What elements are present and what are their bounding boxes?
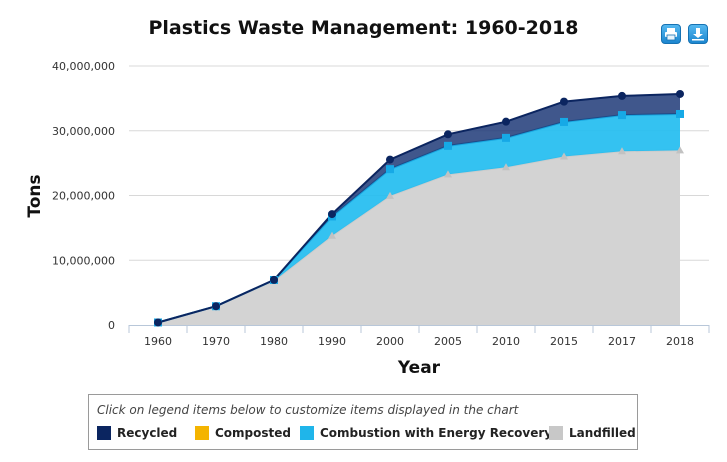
x-tick-label: 1970 [202, 335, 230, 348]
point-recycled[interactable] [676, 89, 684, 98]
y-tick-label: 10,000,000 [52, 254, 115, 267]
print-button[interactable] [661, 24, 681, 44]
legend-item-composted[interactable]: Composted [195, 426, 291, 440]
area-combustion-with-energy-recovery[interactable] [158, 113, 680, 323]
legend-swatch [300, 426, 314, 440]
download-button[interactable] [688, 24, 708, 44]
legend-label: Landfilled [569, 426, 636, 440]
axes: 0 10,000,000 20,000,000 30,000,000 40,000,00… [52, 60, 710, 348]
point-landfilled[interactable] [328, 231, 336, 239]
legend-swatch [549, 426, 563, 440]
x-tick-label: 2005 [434, 335, 462, 348]
legend-label: Recycled [117, 426, 178, 440]
point-landfilled[interactable] [502, 163, 510, 171]
legend-swatch [97, 426, 111, 440]
legend-item-landfilled[interactable]: Landfilled [549, 426, 636, 440]
point-landfilled[interactable] [676, 146, 684, 154]
legend-caption: Click on legend items below to customize… [97, 403, 519, 417]
point-recycled[interactable] [154, 318, 162, 327]
y-tick-label: 30,000,000 [52, 125, 115, 138]
legend-label: Composted [215, 426, 291, 440]
stacked-areas[interactable] [157, 92, 681, 325]
point-landfilled[interactable] [618, 147, 626, 155]
point-recycled[interactable] [618, 91, 626, 100]
point-recycled[interactable] [560, 97, 568, 106]
legend-swatch [195, 426, 209, 440]
legend-item-combustion[interactable]: Combustion with Energy Recovery [300, 426, 552, 440]
point-recycled[interactable] [386, 155, 394, 164]
area-landfilled[interactable] [158, 150, 680, 325]
x-tick-label: 1980 [260, 335, 288, 348]
line-recycled [157, 92, 681, 324]
x-tick-label: 2017 [608, 335, 636, 348]
x-tick-label: 2010 [492, 335, 520, 348]
y-tick-label: 20,000,000 [52, 190, 115, 203]
point-combustion-with-energy-recovery[interactable] [676, 109, 684, 118]
x-axis-title: Year [397, 358, 441, 378]
legend: Click on legend items below to customize… [88, 394, 638, 450]
y-tick-label: 0 [108, 319, 115, 332]
point-combustion-with-energy-recovery[interactable] [386, 165, 394, 174]
x-tick-label: 2015 [550, 335, 578, 348]
x-tick-label: 2000 [376, 335, 404, 348]
point-recycled[interactable] [270, 275, 278, 284]
point-recycled[interactable] [502, 117, 510, 126]
data-markers[interactable] [154, 89, 684, 327]
x-tick-label: 2018 [666, 335, 694, 348]
printer-icon [665, 28, 677, 41]
point-recycled[interactable] [444, 130, 452, 139]
download-icon [692, 28, 704, 41]
point-landfilled[interactable] [444, 170, 452, 178]
legend-label: Combustion with Energy Recovery [320, 426, 553, 440]
point-combustion-with-energy-recovery[interactable] [618, 111, 626, 120]
x-tick-label: 1990 [318, 335, 346, 348]
point-combustion-with-energy-recovery[interactable] [444, 141, 452, 150]
point-recycled[interactable] [212, 302, 220, 311]
point-combustion-with-energy-recovery[interactable] [560, 117, 568, 126]
point-recycled[interactable] [328, 210, 336, 219]
point-landfilled[interactable] [560, 152, 568, 160]
x-tick-label: 1960 [144, 335, 172, 348]
y-tick-label: 40,000,000 [52, 60, 115, 73]
y-axis-title: Tons [25, 174, 45, 217]
point-combustion-with-energy-recovery[interactable] [502, 133, 510, 142]
legend-item-recycled[interactable]: Recycled [97, 426, 177, 440]
chart-title: Plastics Waste Management: 1960-2018 [148, 17, 579, 39]
point-landfilled[interactable] [386, 191, 394, 199]
